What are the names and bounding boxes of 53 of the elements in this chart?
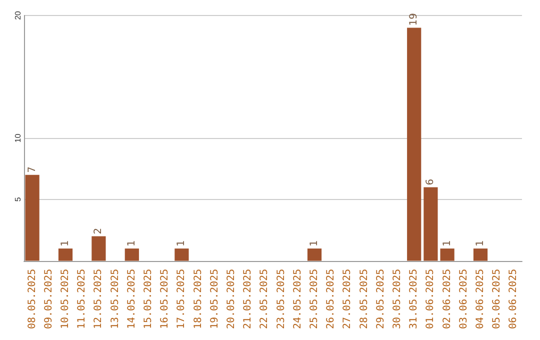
- data-label: 1: [442, 240, 453, 247]
- data-label: 1: [126, 240, 138, 247]
- x-tick-label: 21.05.2025: [242, 268, 254, 330]
- x-tick-label: 23.05.2025: [276, 268, 287, 330]
- x-tick-label: 01.06.2025: [425, 268, 436, 330]
- data-label: 19: [408, 12, 420, 26]
- x-tick-label: 02.06.2025: [442, 268, 453, 330]
- x-tick-label: 29.05.2025: [375, 268, 386, 330]
- x-tick-label: 03.06.2025: [458, 268, 470, 330]
- x-tick-label: 12.05.2025: [93, 268, 104, 330]
- y-tick-label: 20: [14, 10, 22, 20]
- x-tick-label: 20.05.2025: [226, 268, 237, 330]
- bar: [424, 187, 438, 261]
- data-label: 1: [309, 240, 320, 247]
- x-tick-label: 09.05.2025: [43, 268, 54, 330]
- x-tick-label: 27.05.2025: [342, 268, 354, 330]
- data-label: 1: [176, 240, 188, 247]
- x-tick-label: 15.05.2025: [143, 268, 154, 330]
- data-label: 6: [425, 178, 436, 186]
- data-label: 1: [60, 240, 71, 247]
- x-tick-label: 22.05.2025: [259, 268, 270, 330]
- x-tick-label: 11.05.2025: [76, 268, 88, 330]
- x-tick-label: 28.05.2025: [358, 268, 370, 330]
- data-label: 1: [475, 240, 486, 247]
- data-label: 7: [26, 166, 38, 173]
- x-tick-label: 06.06.2025: [508, 268, 520, 330]
- x-tick-label: 31.05.2025: [408, 268, 420, 330]
- x-tick-label: 16.05.2025: [160, 268, 171, 330]
- y-tick-label: 10: [14, 133, 22, 143]
- x-tick-label: 04.06.2025: [475, 268, 486, 330]
- y-tick-label: 5: [14, 196, 22, 202]
- x-tick-label: 08.05.2025: [26, 268, 38, 330]
- bar: [440, 248, 454, 261]
- bar: [473, 248, 488, 261]
- x-tick-label: 05.06.2025: [492, 268, 503, 330]
- bar: [174, 248, 189, 261]
- bar: [25, 174, 40, 261]
- bar: [124, 248, 139, 261]
- x-tick-label: 14.05.2025: [126, 268, 138, 330]
- bar: [58, 248, 73, 261]
- bar: [407, 28, 422, 261]
- x-tick-label: 13.05.2025: [110, 268, 121, 330]
- x-tick-label: 24.05.2025: [292, 268, 304, 330]
- data-label: 2: [93, 228, 104, 234]
- x-tick-label: 17.05.2025: [176, 268, 188, 330]
- x-tick-label: 26.05.2025: [326, 268, 337, 330]
- x-tick-label: 18.05.2025: [192, 268, 204, 330]
- bar: [92, 236, 106, 261]
- x-tick-label: 25.05.2025: [309, 268, 320, 330]
- x-tick-label: 10.05.2025: [60, 268, 71, 330]
- x-tick-label: 30.05.2025: [392, 268, 403, 330]
- x-tick-label: 19.05.2025: [209, 268, 220, 330]
- bar: [307, 248, 322, 261]
